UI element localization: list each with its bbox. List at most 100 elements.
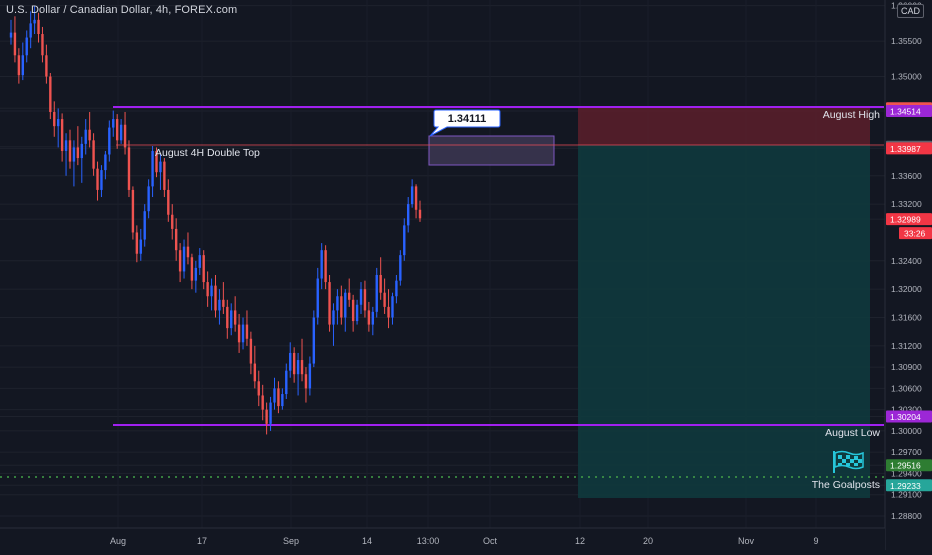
candle-body (96, 168, 99, 190)
candle (115, 114, 119, 149)
candle-body (257, 381, 260, 396)
price-badge: 1.34514 (886, 104, 932, 117)
candle-body (348, 292, 351, 300)
candle (64, 133, 68, 176)
candle-body (104, 154, 107, 171)
candle (147, 179, 150, 219)
candle-body (226, 306, 229, 329)
symbol-title[interactable]: U.S. Dollar / Canadian Dollar, 4h, FOREX… (6, 4, 238, 16)
candle-body (418, 209, 422, 219)
candle (328, 274, 331, 332)
candle (29, 11, 32, 49)
candle-body (147, 186, 150, 212)
candle-body (84, 129, 87, 144)
position-zones (428, 106, 870, 498)
candle-body (407, 204, 410, 226)
candle (135, 225, 139, 263)
price-badges: 1.345531.345141.340101.339871.329891.302… (886, 102, 932, 492)
candle (379, 257, 382, 300)
candle (194, 260, 198, 293)
candle-body (292, 352, 296, 375)
candle-body (178, 250, 182, 272)
candle-body (359, 289, 363, 305)
price-badge-bg (886, 213, 932, 226)
candle (76, 126, 80, 166)
candle-body (202, 255, 205, 283)
time-axis[interactable] (0, 528, 885, 550)
candle (88, 111, 91, 148)
candle-body (391, 296, 394, 318)
stop-loss-zone[interactable] (578, 106, 870, 145)
candle (273, 377, 276, 410)
candle-body (300, 360, 304, 375)
august-high-label: August High (823, 109, 880, 121)
candle (186, 232, 190, 265)
candle (151, 145, 154, 198)
candle (241, 317, 245, 350)
callout-bubble[interactable] (429, 109, 501, 137)
candle (257, 370, 260, 407)
candle (17, 48, 21, 84)
candle (344, 289, 347, 332)
price-badge: 1.29516 (886, 459, 932, 472)
candle (72, 140, 76, 187)
candle-body (112, 119, 115, 128)
price-tick-label: 1.29100 (891, 490, 922, 500)
candle-body (37, 19, 40, 35)
candle (123, 111, 127, 155)
price-badge-label: 1.29516 (890, 461, 921, 471)
candle-body (371, 311, 375, 325)
candle (53, 101, 56, 137)
candle (285, 363, 288, 400)
candle-body (25, 37, 28, 56)
time-tick-label: 13:00 (417, 536, 440, 546)
candle-body (45, 55, 48, 77)
candle (320, 243, 323, 290)
candle-body (233, 310, 237, 325)
candle-body (281, 394, 284, 407)
candle-body (344, 292, 347, 318)
price-badge: 1.32989 (886, 213, 932, 226)
checkered-flag-icon (833, 450, 864, 473)
price-badge: 1.33987 (886, 142, 932, 155)
candle (332, 303, 335, 346)
candle (308, 356, 312, 396)
candle-body (108, 127, 111, 155)
currency-badge[interactable]: CAD (897, 4, 925, 18)
candle (206, 271, 209, 307)
candle (304, 367, 308, 403)
countdown-badge-bg (899, 227, 932, 240)
double-top-box[interactable] (428, 135, 555, 166)
candle (100, 165, 103, 198)
price-badge-label: 1.30204 (890, 412, 921, 422)
candle-body (115, 119, 119, 141)
time-ticks: Aug 17 Sep 14 13:00 Oct 12 20 Nov 9 (110, 536, 819, 546)
candle (198, 248, 201, 275)
candle (395, 274, 398, 304)
candle (119, 119, 123, 144)
candle (60, 113, 64, 162)
goalposts-label: The Goalposts (812, 479, 880, 491)
candle (108, 120, 111, 162)
profit-target-zone[interactable] (578, 145, 870, 498)
candle-body (399, 255, 402, 281)
time-tick-label: Nov (738, 536, 755, 546)
time-tick-label: 17 (197, 536, 207, 546)
candle (155, 147, 158, 178)
candle (174, 218, 178, 261)
candle (92, 133, 95, 176)
candle-body (155, 150, 158, 173)
candle (375, 267, 378, 318)
candle (33, 5, 36, 35)
candle-body (68, 140, 72, 162)
candle-body (206, 282, 209, 297)
candle-body (336, 296, 339, 311)
price-axis[interactable] (885, 0, 932, 550)
candle (233, 296, 237, 332)
candle-body (88, 129, 91, 141)
candle (214, 274, 217, 318)
candle (37, 12, 40, 43)
candle (403, 218, 406, 261)
